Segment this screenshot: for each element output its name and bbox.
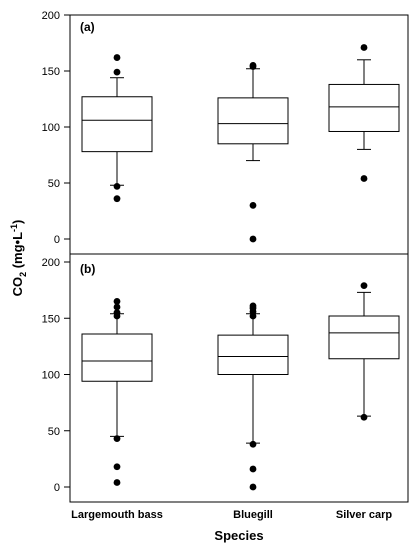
- x-category-label: Silver carp: [336, 509, 393, 521]
- iqr-box: [217, 334, 289, 375]
- y-tick-label: 150: [42, 313, 60, 325]
- panel-a-y-ticks: 0 50 100 150 200: [42, 10, 70, 246]
- outlier-point: [249, 440, 257, 448]
- y-tick-label: 0: [54, 234, 60, 246]
- y-tick-label: 50: [48, 178, 60, 190]
- y-axis-title: CO2 (mg•L-1): [9, 220, 28, 297]
- y-tick-label: 100: [42, 370, 60, 382]
- iqr-box: [81, 333, 153, 382]
- iqr-box: [328, 315, 400, 360]
- iqr-box: [81, 96, 153, 153]
- x-category-labels: Largemouth bass Bluegill Silver carp: [71, 509, 392, 521]
- outlier-point: [249, 202, 257, 209]
- outlier-point: [113, 435, 121, 443]
- outlier-point: [113, 68, 121, 76]
- box-b-1: [217, 302, 289, 491]
- panel-a-boxes: [81, 44, 400, 243]
- outlier-point: [360, 175, 368, 182]
- outlier-point: [249, 302, 257, 310]
- outlier-point: [360, 282, 368, 290]
- iqr-box: [217, 97, 289, 145]
- outlier-point: [113, 309, 121, 317]
- outlier-point: [113, 463, 121, 471]
- outlier-point: [113, 479, 121, 486]
- outlier-point: [113, 182, 121, 190]
- y-tick-label: 150: [42, 66, 60, 78]
- panel-b-label: (b): [80, 262, 95, 276]
- y-tick-label: 0: [54, 482, 60, 494]
- box-b-0: [81, 297, 153, 486]
- y-tick-label: 200: [42, 10, 60, 22]
- box-b-2: [328, 282, 400, 421]
- outlier-point: [113, 54, 121, 61]
- panel-a: (a) 0 50 100 150 200: [42, 10, 409, 255]
- box-a-1: [217, 62, 289, 243]
- outlier-point: [113, 297, 121, 305]
- outlier-point: [249, 483, 257, 491]
- x-category-label: Bluegill: [233, 509, 273, 521]
- outlier-point: [113, 303, 121, 311]
- box-a-0: [81, 54, 153, 203]
- outlier-point: [113, 195, 121, 203]
- outlier-point: [360, 413, 368, 421]
- y-tick-label: 100: [42, 122, 60, 134]
- panel-b-y-ticks: 0 50 100 150 200: [42, 257, 70, 494]
- panel-b-boxes: [81, 282, 400, 491]
- panel-a-label: (a): [80, 20, 95, 34]
- outlier-point: [249, 62, 257, 69]
- box-a-2: [328, 44, 400, 182]
- y-tick-label: 50: [48, 426, 60, 438]
- x-category-label: Largemouth bass: [71, 509, 163, 521]
- panel-b-frame: [69, 253, 409, 503]
- outlier-point: [249, 235, 257, 243]
- iqr-box: [328, 83, 400, 132]
- x-axis-title: Species: [214, 528, 263, 543]
- y-tick-label: 200: [42, 257, 60, 269]
- panel-b: (b) 0 50 100 150 200: [42, 253, 409, 503]
- outlier-point: [360, 44, 368, 51]
- outlier-point: [249, 465, 257, 473]
